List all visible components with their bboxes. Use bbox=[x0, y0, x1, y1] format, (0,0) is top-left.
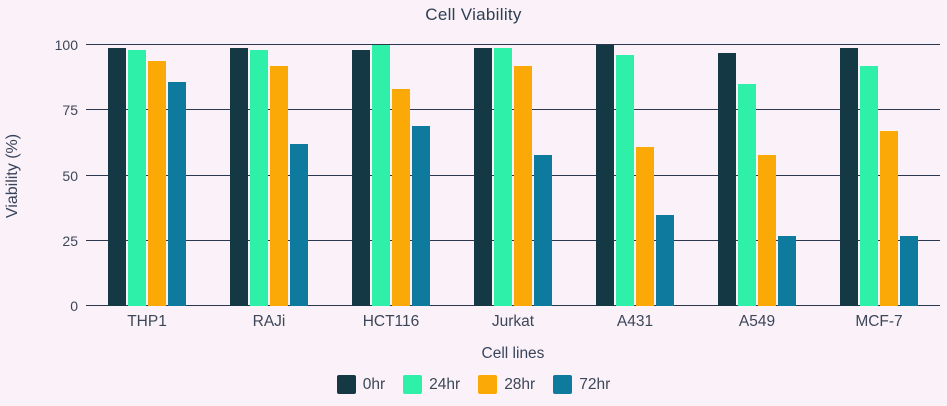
y-tick-label: 100 bbox=[54, 37, 78, 53]
bar-a549-0hr bbox=[718, 52, 736, 306]
x-tick-label-thp1: THP1 bbox=[127, 313, 167, 330]
bar-thp1-24hr bbox=[128, 50, 146, 306]
x-tick-label-a549: A549 bbox=[738, 313, 776, 330]
bar-hct116-24hr bbox=[372, 45, 390, 306]
legend-swatch-24hr bbox=[403, 375, 423, 394]
bar-raji-28hr bbox=[270, 65, 288, 306]
gridline-25 bbox=[86, 239, 940, 241]
bar-group-thp1 bbox=[86, 45, 208, 306]
bar-thp1-28hr bbox=[148, 60, 166, 306]
legend: 0hr 24hr 28hr 72hr bbox=[0, 375, 947, 394]
legend-item-72hr: 72hr bbox=[553, 375, 610, 394]
bar-mcf-7-72hr bbox=[900, 235, 918, 306]
legend-swatch-0hr bbox=[336, 375, 356, 394]
bar-mcf-7-28hr bbox=[880, 131, 898, 306]
bar-a431-24hr bbox=[616, 55, 634, 306]
bar-raji-24hr bbox=[250, 50, 268, 306]
gridline-50 bbox=[86, 174, 940, 176]
y-tick-label: 50 bbox=[62, 167, 78, 184]
bar-hct116-28hr bbox=[392, 89, 410, 306]
x-tick-label-hct116: HCT116 bbox=[362, 313, 420, 330]
bar-mcf-7-24hr bbox=[860, 65, 878, 306]
y-tick-label: 75 bbox=[62, 102, 78, 119]
legend-item-0hr: 0hr bbox=[336, 375, 386, 394]
gridline-0 bbox=[86, 305, 940, 306]
bar-jurkat-28hr bbox=[514, 65, 532, 306]
bar-group-a549 bbox=[696, 45, 818, 306]
plot-area bbox=[86, 44, 940, 306]
y-tick-label: 25 bbox=[62, 232, 78, 249]
bar-jurkat-24hr bbox=[494, 47, 512, 306]
y-axis-title: Viability (%) bbox=[4, 133, 21, 219]
bar-group-mcf-7 bbox=[818, 45, 940, 306]
legend-item-28hr: 28hr bbox=[478, 375, 535, 394]
bar-a431-72hr bbox=[656, 214, 674, 306]
x-tick-label-a431: A431 bbox=[616, 313, 654, 330]
bar-raji-0hr bbox=[230, 47, 248, 306]
bar-a549-28hr bbox=[758, 154, 776, 306]
legend-swatch-28hr bbox=[478, 375, 498, 394]
bar-thp1-72hr bbox=[168, 81, 186, 306]
bar-group-hct116 bbox=[330, 45, 452, 306]
legend-label-28hr: 28hr bbox=[504, 375, 536, 393]
legend-swatch-72hr bbox=[553, 375, 573, 394]
bar-hct116-0hr bbox=[352, 50, 370, 306]
y-tick-label: 0 bbox=[70, 298, 78, 314]
bar-jurkat-72hr bbox=[534, 154, 552, 306]
bar-a431-0hr bbox=[596, 45, 614, 306]
bar-a549-72hr bbox=[778, 235, 796, 306]
legend-label-24hr: 24hr bbox=[429, 375, 461, 393]
gridline-100 bbox=[86, 44, 940, 45]
bar-jurkat-0hr bbox=[474, 47, 492, 306]
legend-label-0hr: 0hr bbox=[362, 375, 386, 393]
bar-hct116-72hr bbox=[412, 125, 430, 306]
x-tick-label-jurkat: Jurkat bbox=[491, 313, 535, 330]
bar-a549-24hr bbox=[738, 84, 756, 306]
bar-mcf-7-0hr bbox=[840, 47, 858, 306]
bar-thp1-0hr bbox=[108, 47, 126, 306]
bar-group-raji bbox=[208, 45, 330, 306]
bar-groups bbox=[86, 45, 940, 306]
legend-item-24hr: 24hr bbox=[403, 375, 460, 394]
bar-a431-28hr bbox=[636, 146, 654, 306]
bar-group-a431 bbox=[574, 45, 696, 306]
x-tick-label-mcf-7: MCF-7 bbox=[855, 313, 903, 330]
gridline-75 bbox=[86, 109, 940, 111]
x-tick-label-raji: RAJi bbox=[252, 313, 286, 330]
bar-raji-72hr bbox=[290, 144, 308, 306]
bar-group-jurkat bbox=[452, 45, 574, 306]
legend-label-72hr: 72hr bbox=[579, 375, 611, 393]
chart-title: Cell Viability bbox=[425, 5, 522, 24]
x-axis-tick-labels: THP1 RAJi HCT116 Jurkat A431 A549 MCF-7 bbox=[86, 313, 940, 331]
x-axis-title: Cell lines bbox=[481, 345, 545, 362]
